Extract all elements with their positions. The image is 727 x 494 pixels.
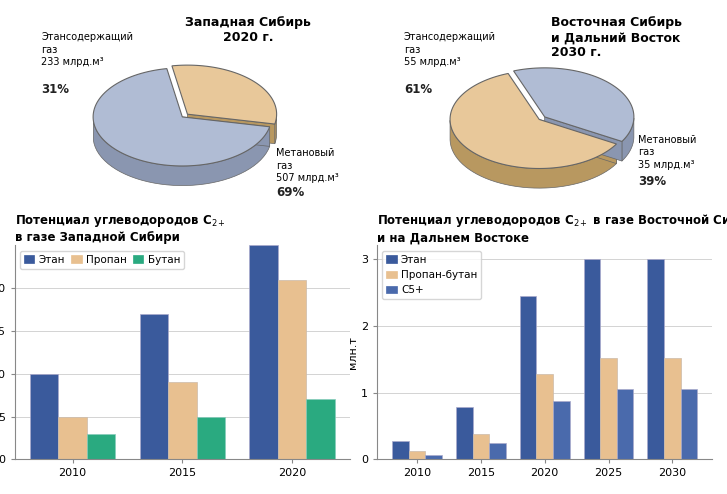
Polygon shape [182,117,270,146]
Legend: Этан, Пропан-бутан, С5+: Этан, Пропан-бутан, С5+ [382,250,481,299]
Bar [168,382,196,459]
Bar [520,295,537,459]
Bar [249,246,278,459]
Bar [489,443,506,459]
Polygon shape [188,114,275,144]
Polygon shape [622,118,634,161]
Polygon shape [275,115,276,144]
Polygon shape [450,121,616,188]
Text: Метановый
газ
35 млрд.м³: Метановый газ 35 млрд.м³ [638,135,696,169]
Legend: Этан, Пропан, Бутан: Этан, Пропан, Бутан [20,250,184,269]
Bar [425,455,442,459]
Text: Восточная Сибирь
и Дальний Восток
2030 г.: Восточная Сибирь и Дальний Восток 2030 г… [550,16,682,59]
Y-axis label: млн.т: млн.т [348,336,358,369]
Bar [140,314,168,459]
Polygon shape [545,117,622,161]
Polygon shape [450,74,616,168]
Polygon shape [93,121,270,186]
Bar [601,358,616,459]
Bar [30,374,58,459]
Bar [664,358,680,459]
Bar [278,280,306,459]
Bar [456,407,473,459]
Text: 31%: 31% [41,83,69,96]
Bar [196,416,225,459]
Text: Этансодержащий
газ
233 млрд.м³: Этансодержащий газ 233 млрд.м³ [41,32,133,67]
Text: Западная Сибирь
2020 г.: Западная Сибирь 2020 г. [185,16,310,44]
Polygon shape [513,68,634,141]
Bar [584,259,601,459]
Bar [648,259,664,459]
Text: Метановый
газ
507 млрд.м³: Метановый газ 507 млрд.м³ [276,148,339,183]
Text: Потенциал углеводородов С$_{2+}$ в газе Восточной Сибири
и на Дальнем Востоке: Потенциал углеводородов С$_{2+}$ в газе … [377,212,727,244]
Text: Потенциал углеводородов С$_{2+}$
в газе Западной Сибири: Потенциал углеводородов С$_{2+}$ в газе … [15,213,225,244]
Text: 61%: 61% [403,83,432,96]
Bar [87,434,116,459]
Bar [553,401,569,459]
Bar [680,389,697,459]
Polygon shape [539,120,616,164]
Text: 69%: 69% [276,187,304,200]
Bar [306,400,335,459]
Bar [392,441,409,459]
Bar [616,389,633,459]
Text: 39%: 39% [638,175,667,188]
Bar [537,374,553,459]
Text: Этансодержащий
газ
55 млрд.м³: Этансодержащий газ 55 млрд.м³ [403,32,496,67]
Bar [58,416,87,459]
Polygon shape [93,69,270,166]
Polygon shape [172,65,276,124]
Bar [473,434,489,459]
Bar [409,452,425,459]
